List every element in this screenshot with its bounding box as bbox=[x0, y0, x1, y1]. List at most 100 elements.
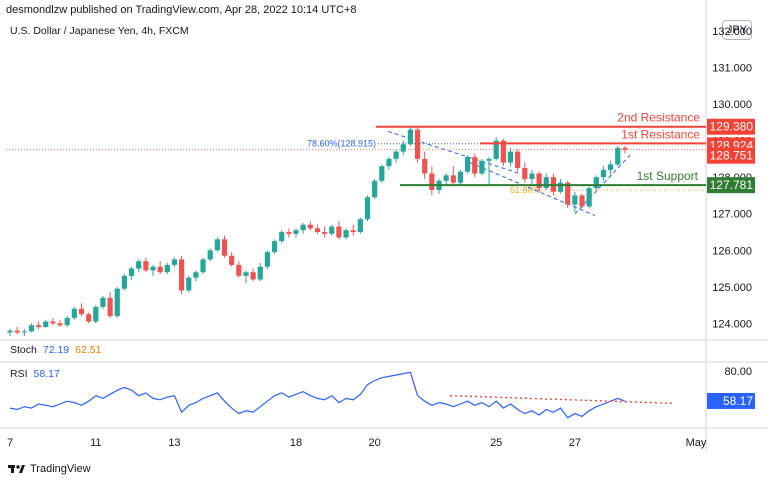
first-support-tag bbox=[707, 177, 755, 194]
stoch-label: Stoch bbox=[10, 344, 37, 356]
candle-body bbox=[522, 168, 528, 179]
candle-body bbox=[164, 264, 170, 273]
candle-body bbox=[86, 314, 92, 322]
trend-line bbox=[469, 162, 596, 217]
candle-body bbox=[100, 297, 106, 307]
candle-body bbox=[128, 268, 135, 276]
candle-body bbox=[457, 171, 464, 183]
candle-body bbox=[179, 259, 185, 291]
candle-body bbox=[264, 252, 270, 267]
candle-body bbox=[300, 224, 306, 231]
candle-body bbox=[150, 266, 156, 271]
stoch-k-value: 72.19 bbox=[42, 344, 70, 356]
rsi-label: RSI bbox=[10, 368, 28, 380]
candle-body bbox=[393, 151, 399, 159]
candle-body bbox=[143, 261, 149, 271]
rsi-legend: RSI 58.17 bbox=[10, 368, 60, 380]
candle-body bbox=[21, 331, 27, 333]
x-tick-label: 25 bbox=[490, 437, 502, 449]
candle-body bbox=[207, 250, 213, 260]
publisher-line: desmondlzw published on TradingView.com,… bbox=[6, 4, 357, 16]
x-tick-label: 11 bbox=[90, 437, 101, 449]
candle-body bbox=[422, 158, 428, 174]
candle-body bbox=[615, 147, 621, 165]
candle-body bbox=[622, 147, 628, 150]
candle-body bbox=[43, 321, 49, 328]
stoch-legend: Stoch 72.19 62.51 bbox=[10, 344, 101, 356]
candle-body bbox=[572, 195, 578, 205]
brand-label: TradingView bbox=[30, 463, 91, 475]
candle-body bbox=[200, 259, 206, 273]
candle-body bbox=[186, 277, 192, 291]
candle-body bbox=[557, 182, 564, 192]
candle-body bbox=[157, 266, 163, 273]
candle-body bbox=[221, 239, 228, 256]
candle-body bbox=[593, 177, 599, 189]
currency-button[interactable]: JPY bbox=[722, 20, 752, 40]
y-tick-label: 125.000 bbox=[712, 282, 752, 294]
fib-label-2: 61.80% bbox=[510, 185, 541, 195]
candle-body bbox=[286, 232, 292, 234]
rsi-trend-line bbox=[449, 394, 673, 404]
y-tick-label: 132.000 bbox=[712, 26, 752, 38]
candle-body bbox=[271, 241, 278, 253]
candle-body bbox=[250, 272, 256, 280]
tradingview-logo-icon bbox=[8, 465, 25, 473]
first-support-tag-text: 127.781 bbox=[710, 178, 754, 192]
y-tick-label: 131.000 bbox=[712, 63, 752, 75]
candle-body bbox=[7, 330, 13, 333]
candle-body bbox=[536, 173, 542, 189]
candle-body bbox=[136, 261, 142, 269]
current-price-tag-text: 128.751 bbox=[710, 149, 754, 163]
candle-body bbox=[600, 169, 607, 178]
candle-body bbox=[343, 230, 349, 238]
candle-body bbox=[479, 160, 485, 174]
candle-body bbox=[243, 272, 249, 276]
candle-body bbox=[500, 140, 506, 163]
candle-body bbox=[193, 272, 199, 278]
y-tick-label: 130.000 bbox=[712, 99, 752, 111]
candle-body bbox=[107, 297, 113, 317]
candle-body bbox=[443, 175, 449, 181]
candle-body bbox=[386, 158, 392, 167]
y-tick-label: 126.000 bbox=[712, 245, 752, 257]
candle-body bbox=[28, 325, 35, 332]
candle-body bbox=[229, 255, 235, 265]
candle-body bbox=[314, 228, 321, 232]
candle-body bbox=[529, 173, 535, 179]
candle-body bbox=[214, 239, 220, 251]
rsi-value-tag bbox=[707, 392, 755, 409]
candle-body bbox=[14, 330, 20, 333]
candle-body bbox=[36, 325, 42, 328]
rsi-y-tick-label: 80.00 bbox=[724, 366, 752, 378]
y-tick-label: 124.000 bbox=[712, 318, 752, 330]
first-support-label: 1st Support bbox=[637, 169, 699, 183]
candle-body bbox=[93, 306, 99, 322]
candle-body bbox=[407, 129, 413, 145]
candle-body bbox=[486, 158, 492, 161]
candle-body bbox=[350, 230, 356, 232]
candle-body bbox=[472, 157, 478, 174]
candle-body bbox=[257, 266, 263, 280]
first-resistance-label: 1st Resistance bbox=[621, 127, 700, 141]
current-price-tag bbox=[707, 147, 755, 164]
x-tick-label: 20 bbox=[369, 437, 381, 449]
candle-body bbox=[121, 275, 127, 289]
candle-body bbox=[465, 157, 471, 172]
candle-body bbox=[307, 224, 313, 229]
x-tick-label: May bbox=[686, 437, 707, 449]
candle-body bbox=[372, 180, 378, 198]
rsi-value-tag-text: 58.17 bbox=[723, 394, 753, 408]
y-tick-label: 127.000 bbox=[712, 209, 752, 221]
stoch-d-value: 62.51 bbox=[75, 344, 102, 356]
candle-body bbox=[379, 166, 385, 181]
x-tick-label: 7 bbox=[7, 437, 13, 449]
candle-body bbox=[543, 177, 549, 189]
candle-body bbox=[322, 232, 328, 234]
symbol-title: U.S. Dollar / Japanese Yen, 4h, FXCM bbox=[10, 25, 189, 37]
candle-body bbox=[171, 259, 178, 265]
candle-body bbox=[493, 140, 499, 159]
candle-body bbox=[57, 323, 63, 326]
tradingview-brand[interactable]: TradingView bbox=[8, 463, 91, 475]
